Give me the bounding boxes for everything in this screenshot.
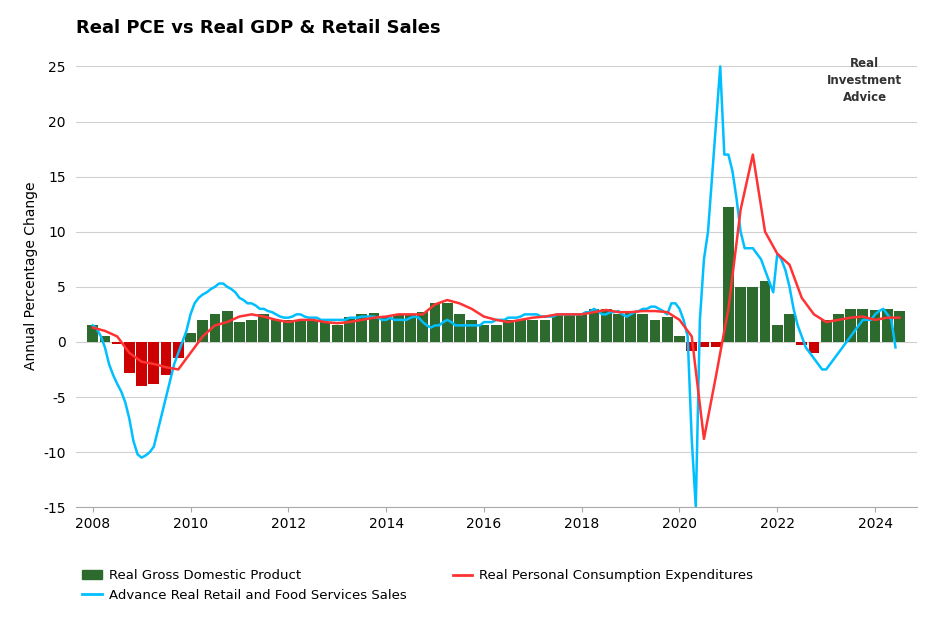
Bar xyxy=(417,312,428,342)
Bar xyxy=(747,287,757,342)
Bar xyxy=(356,314,366,342)
Bar xyxy=(502,320,514,342)
Bar xyxy=(734,287,745,342)
Bar xyxy=(820,320,831,342)
Bar xyxy=(588,309,598,342)
Bar xyxy=(344,316,354,342)
Bar xyxy=(222,311,232,342)
Bar xyxy=(673,337,684,342)
Bar xyxy=(246,320,257,342)
Bar xyxy=(319,322,330,342)
Bar xyxy=(295,320,306,342)
Bar xyxy=(393,314,403,342)
Bar xyxy=(87,325,98,342)
Bar xyxy=(234,322,244,342)
Bar xyxy=(868,310,880,342)
Bar xyxy=(808,342,818,353)
Bar xyxy=(893,311,904,342)
Bar xyxy=(111,342,123,344)
Bar xyxy=(564,314,574,342)
Bar xyxy=(185,333,195,342)
Bar xyxy=(210,314,220,342)
Bar xyxy=(331,325,343,342)
Bar xyxy=(160,342,171,375)
Legend: Real Gross Domestic Product, Advance Real Retail and Food Services Sales, Real P: Real Gross Domestic Product, Advance Rea… xyxy=(82,569,752,602)
Bar xyxy=(148,342,159,384)
Bar xyxy=(282,320,294,342)
Bar xyxy=(380,316,391,342)
Bar xyxy=(478,325,489,342)
Text: Real PCE vs Real GDP & Retail Sales: Real PCE vs Real GDP & Retail Sales xyxy=(76,19,440,37)
Bar xyxy=(136,342,147,386)
Bar xyxy=(539,320,549,342)
Bar xyxy=(698,342,709,347)
Bar xyxy=(270,320,281,342)
Bar xyxy=(307,320,318,342)
Bar xyxy=(368,313,379,342)
Bar xyxy=(881,309,892,342)
Bar xyxy=(197,320,208,342)
Bar xyxy=(844,309,855,342)
Bar xyxy=(856,309,868,342)
Bar xyxy=(576,314,586,342)
Text: Real
Investment
Advice: Real Investment Advice xyxy=(826,57,902,104)
Bar xyxy=(405,314,415,342)
Bar xyxy=(637,314,648,342)
Bar xyxy=(796,342,806,345)
Bar xyxy=(259,314,269,342)
Bar xyxy=(649,320,660,342)
Bar xyxy=(661,316,672,342)
Bar xyxy=(613,314,623,342)
Bar xyxy=(99,337,110,342)
Bar xyxy=(514,320,526,342)
Bar xyxy=(430,303,440,342)
Bar xyxy=(600,309,611,342)
Bar xyxy=(465,320,477,342)
Bar xyxy=(710,342,721,347)
Bar xyxy=(173,342,183,358)
Bar xyxy=(833,314,843,342)
Y-axis label: Annual Percentage Change: Annual Percentage Change xyxy=(24,181,38,370)
Bar xyxy=(453,314,464,342)
Bar xyxy=(490,325,501,342)
Bar xyxy=(551,314,562,342)
Bar xyxy=(759,281,769,342)
Bar xyxy=(685,342,697,351)
Bar xyxy=(625,311,635,342)
Bar xyxy=(527,320,537,342)
Bar xyxy=(442,303,452,342)
Bar xyxy=(722,207,733,342)
Bar xyxy=(124,342,135,373)
Bar xyxy=(784,314,794,342)
Bar xyxy=(771,325,782,342)
